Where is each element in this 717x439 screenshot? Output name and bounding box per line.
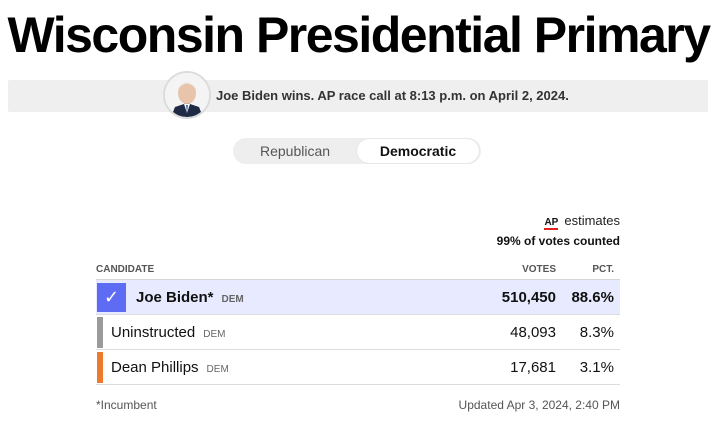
candidate-name: Joe Biden* DEM bbox=[136, 289, 244, 306]
header-candidate: CANDIDATE bbox=[96, 264, 155, 275]
table-row-dean-phillips: Dean Phillips DEM 17,681 3.1% bbox=[96, 350, 620, 385]
candidate-name-text: Uninstructed bbox=[111, 324, 196, 341]
header-pct: PCT. bbox=[592, 264, 614, 275]
race-call-text: Joe Biden wins. AP race call at 8:13 p.m… bbox=[216, 88, 569, 103]
ap-estimates: AP estimates bbox=[544, 213, 620, 230]
candidate-color-bar bbox=[97, 352, 103, 383]
candidate-photo bbox=[165, 73, 209, 117]
candidate-name: Dean Phillips DEM bbox=[111, 359, 229, 376]
vote-percent: 8.3% bbox=[579, 324, 614, 341]
incumbent-footnote: *Incumbent bbox=[96, 398, 157, 412]
updated-timestamp: Updated Apr 3, 2024, 2:40 PM bbox=[458, 398, 620, 412]
candidate-name-text: Dean Phillips bbox=[111, 359, 199, 376]
candidate-name: Uninstructed DEM bbox=[111, 324, 225, 341]
party-label: DEM bbox=[221, 294, 244, 305]
table-row-uninstructed: Uninstructed DEM 48,093 8.3% bbox=[96, 315, 620, 350]
candidate-name-text: Joe Biden* bbox=[136, 289, 214, 306]
tab-democratic[interactable]: Democratic bbox=[357, 139, 479, 163]
party-label: DEM bbox=[206, 364, 229, 375]
vote-percent: 3.1% bbox=[579, 359, 614, 376]
vote-count: 17,681 bbox=[510, 359, 556, 376]
candidate-avatar bbox=[163, 71, 211, 119]
winner-check-icon: ✓ bbox=[97, 283, 126, 312]
vote-count: 510,450 bbox=[501, 289, 556, 306]
party-toggle: Republican Democratic bbox=[233, 138, 481, 164]
candidate-color-bar bbox=[97, 317, 103, 348]
tab-republican[interactable]: Republican bbox=[259, 143, 331, 159]
vote-percent: 88.6% bbox=[571, 289, 614, 306]
vote-count: 48,093 bbox=[510, 324, 556, 341]
race-call-banner bbox=[8, 80, 708, 112]
party-label: DEM bbox=[203, 329, 226, 340]
estimates-label: estimates bbox=[564, 213, 620, 228]
header-votes: VOTES bbox=[522, 264, 556, 275]
ap-logo: AP bbox=[544, 217, 559, 230]
results-table: CANDIDATE VOTES PCT. ✓ Joe Biden* DEM 510… bbox=[96, 260, 620, 385]
page-title: Wisconsin Presidential Primary bbox=[7, 7, 711, 63]
votes-counted: 99% of votes counted bbox=[496, 234, 620, 248]
table-row-joe-biden: ✓ Joe Biden* DEM 510,450 88.6% bbox=[96, 280, 620, 315]
table-header: CANDIDATE VOTES PCT. bbox=[96, 260, 620, 280]
